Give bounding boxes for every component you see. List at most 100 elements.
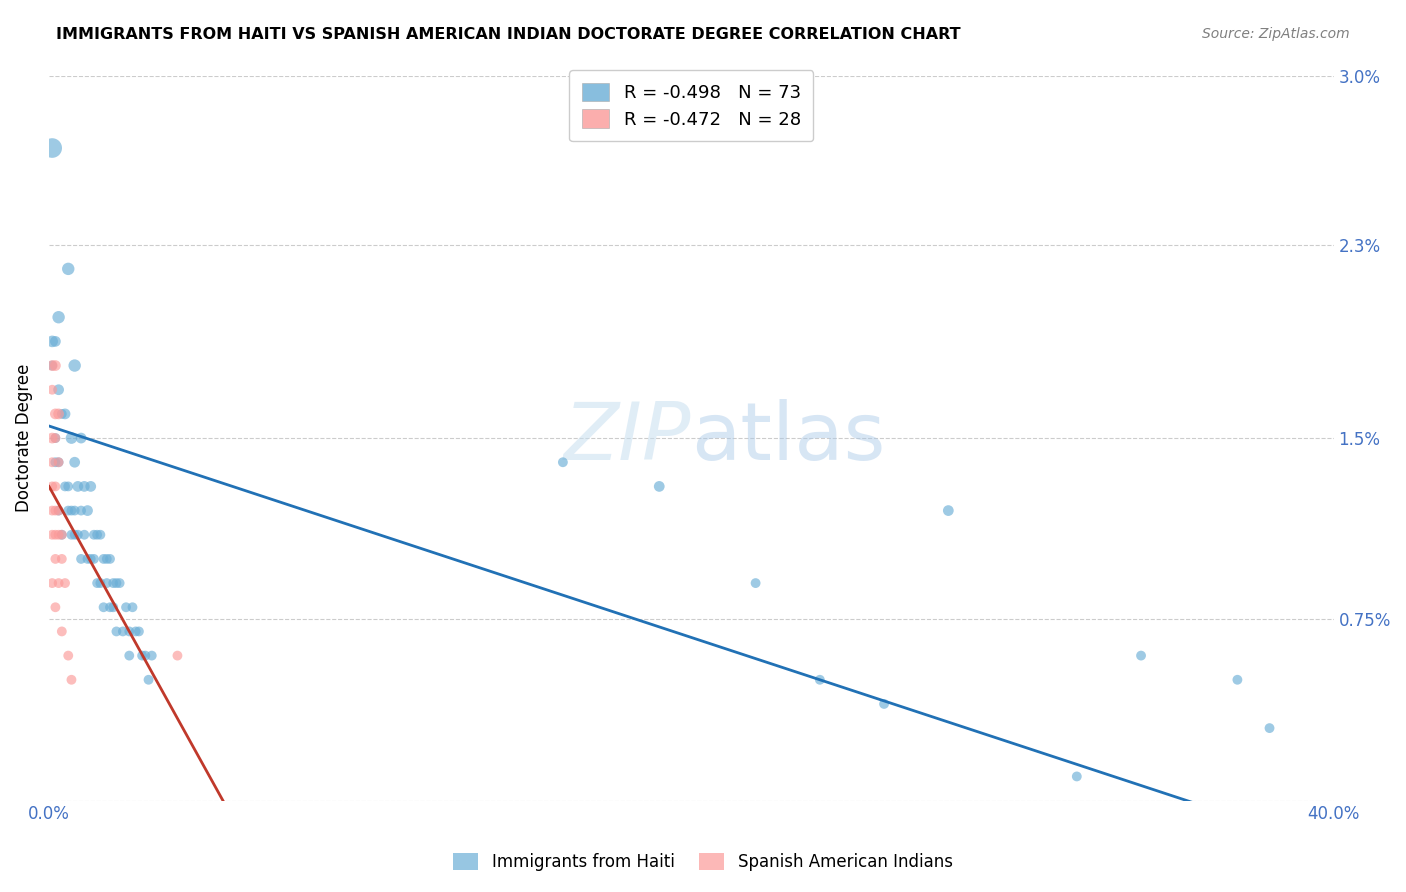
Point (86, 527, 108, 541)
Point (41, 576, 63, 591)
Point (60, 503, 83, 517)
Point (166, 648, 188, 663)
Point (41, 431, 63, 445)
Point (58, 261, 80, 276)
Point (58, 503, 80, 517)
Point (63, 455, 86, 469)
Point (51, 407, 73, 421)
Point (83, 527, 105, 541)
Point (58, 648, 80, 663)
Point (51, 527, 73, 541)
Point (48, 383, 70, 397)
Point (70, 431, 93, 445)
Point (131, 648, 153, 663)
Point (48, 503, 70, 517)
Point (44, 503, 66, 517)
Point (121, 600, 143, 615)
Point (98, 600, 121, 615)
Point (80, 479, 103, 493)
Point (58, 479, 80, 493)
Point (141, 648, 163, 663)
Point (105, 576, 128, 591)
Point (44, 431, 66, 445)
Point (44, 455, 66, 469)
Point (41, 383, 63, 397)
Point (89, 527, 111, 541)
Point (1130, 648, 1153, 663)
Point (93, 552, 115, 566)
Point (63, 359, 86, 373)
Point (51, 552, 73, 566)
Point (48, 407, 70, 421)
Point (44, 552, 66, 566)
Point (48, 310, 70, 325)
Point (118, 624, 141, 639)
Point (1066, 769, 1088, 783)
Point (115, 600, 138, 615)
Point (808, 673, 831, 687)
Point (41, 141, 63, 155)
Point (41, 455, 63, 469)
Point (96, 552, 118, 566)
Legend: Immigrants from Haiti, Spanish American Indians: Immigrants from Haiti, Spanish American … (444, 845, 962, 880)
Point (66, 527, 89, 541)
Point (103, 576, 125, 591)
Point (138, 673, 160, 687)
Point (744, 576, 766, 591)
Point (73, 527, 96, 541)
Point (53, 576, 76, 591)
Point (551, 455, 574, 469)
Point (96, 576, 118, 591)
Point (1258, 721, 1281, 735)
Point (53, 479, 76, 493)
Point (60, 527, 83, 541)
Point (60, 431, 83, 445)
Text: atlas: atlas (692, 399, 886, 477)
Point (63, 503, 86, 517)
Point (41, 334, 63, 349)
Point (44, 527, 66, 541)
Text: Source: ZipAtlas.com: Source: ZipAtlas.com (1202, 27, 1350, 41)
Point (111, 624, 134, 639)
Legend: R = -0.498   N = 73, R = -0.472   N = 28: R = -0.498 N = 73, R = -0.472 N = 28 (569, 70, 813, 141)
Point (41, 479, 63, 493)
Point (936, 503, 959, 517)
Point (70, 552, 93, 566)
Point (134, 648, 156, 663)
Point (125, 624, 148, 639)
Point (44, 600, 66, 615)
Point (103, 600, 125, 615)
Point (105, 624, 128, 639)
Point (48, 455, 70, 469)
Point (76, 503, 98, 517)
Y-axis label: Doctorate Degree: Doctorate Degree (15, 364, 32, 512)
Point (98, 552, 121, 566)
Point (83, 552, 105, 566)
Point (648, 479, 671, 493)
Point (48, 576, 70, 591)
Point (128, 624, 150, 639)
Point (76, 552, 98, 566)
Point (48, 503, 70, 517)
Text: IMMIGRANTS FROM HAITI VS SPANISH AMERICAN INDIAN DOCTORATE DEGREE CORRELATION CH: IMMIGRANTS FROM HAITI VS SPANISH AMERICA… (56, 27, 960, 42)
Point (48, 527, 70, 541)
Text: ZIP: ZIP (564, 399, 692, 477)
Point (1226, 673, 1249, 687)
Point (44, 359, 66, 373)
Point (89, 576, 111, 591)
Point (60, 673, 83, 687)
Point (41, 359, 63, 373)
Point (73, 479, 96, 493)
Point (80, 552, 103, 566)
Point (41, 527, 63, 541)
Point (41, 503, 63, 517)
Point (118, 648, 141, 663)
Point (66, 479, 89, 493)
Point (93, 600, 115, 615)
Point (51, 527, 73, 541)
Point (86, 576, 108, 591)
Point (51, 624, 73, 639)
Point (70, 503, 93, 517)
Point (44, 479, 66, 493)
Point (108, 576, 131, 591)
